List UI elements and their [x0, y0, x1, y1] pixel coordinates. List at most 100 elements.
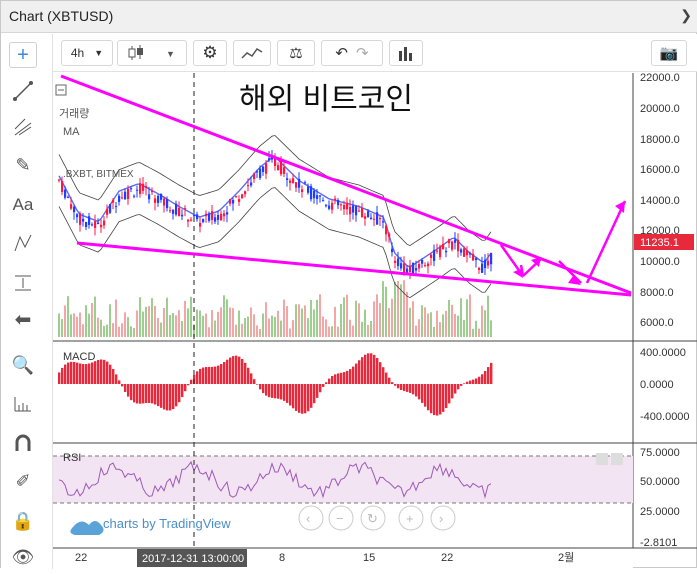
candle	[238, 199, 241, 202]
candle	[154, 198, 157, 203]
volume-bar	[241, 323, 243, 337]
price-tick: 8000.0	[640, 287, 674, 299]
brush-icon[interactable]: ✎	[15, 154, 31, 175]
expand-chevron-icon[interactable]: ❯	[680, 7, 692, 23]
volume-bar	[358, 303, 360, 337]
rsi-tick: 25.0000	[640, 506, 680, 518]
indicators-icon[interactable]	[233, 40, 271, 66]
eye-hide-icon[interactable]: 👁	[11, 546, 35, 567]
candle	[388, 233, 391, 237]
arrow-left-icon[interactable]: ⬅	[14, 308, 32, 331]
macd-bar	[226, 359, 229, 384]
volume-bar	[217, 311, 219, 337]
chart-area[interactable]: 해외 비트코인 거래량 MA .BXBT, BITMEX 22000.0 200…	[53, 72, 697, 569]
scroll-right-icon[interactable]	[430, 505, 456, 531]
crosshair-icon[interactable]: +	[9, 42, 37, 68]
candlesticks	[58, 149, 493, 280]
volume-bar	[121, 323, 123, 337]
volume-bar	[226, 299, 228, 337]
volume-bar	[265, 302, 267, 337]
volume-bar	[130, 326, 132, 337]
trendline-icon[interactable]	[9, 78, 37, 104]
undo-icon[interactable]: ↶	[335, 45, 348, 62]
macd-bar	[64, 364, 67, 384]
candle	[193, 215, 196, 217]
text-tool-icon[interactable]: Aa	[12, 195, 34, 214]
macd-bar	[430, 384, 433, 414]
candle	[67, 196, 70, 198]
macd-bar	[178, 384, 181, 403]
volume-bar	[364, 309, 366, 337]
macd-bar	[262, 384, 265, 394]
volume-bar	[190, 296, 192, 337]
candle	[382, 221, 385, 223]
svg-text:charts by TradingView: charts by TradingView	[103, 516, 231, 531]
macd-bar	[157, 384, 160, 407]
macd-bar	[292, 384, 295, 409]
candle	[445, 250, 448, 253]
candle	[358, 210, 361, 212]
volume-bar	[409, 307, 411, 337]
candle	[271, 156, 274, 160]
macd-tick: -400.0000	[640, 411, 690, 423]
macd-bar	[454, 384, 457, 394]
lock-icon[interactable]: 🔒	[11, 510, 35, 531]
volume-bar	[466, 299, 468, 337]
interval-select[interactable]: 4h ▼	[61, 40, 113, 66]
candle	[181, 214, 184, 217]
candle	[256, 171, 259, 173]
magnet-icon[interactable]	[9, 430, 37, 456]
candle	[307, 186, 310, 193]
volume-bar	[97, 317, 99, 337]
zoom-in-icon[interactable]: 🔍	[11, 354, 35, 375]
zoom-in-icon[interactable]	[398, 505, 424, 531]
pencil-lock-icon[interactable]: ✐	[15, 470, 31, 491]
macd-bar	[274, 384, 277, 399]
macd-bar	[448, 384, 451, 404]
candle	[157, 195, 160, 203]
chart-type-select[interactable]: ▼	[117, 40, 187, 66]
volume-bar	[427, 313, 429, 337]
candle	[250, 182, 253, 186]
macd-bar	[202, 367, 205, 384]
macd-bar	[70, 361, 73, 384]
volume-bar	[367, 324, 369, 337]
macd-bar	[445, 384, 448, 409]
ruler-icon[interactable]	[9, 390, 37, 416]
volume-bars	[58, 280, 492, 337]
pane-up-icon[interactable]	[596, 453, 608, 465]
settings-gear-icon[interactable]: ⚙	[193, 40, 227, 66]
volume-bar	[295, 304, 297, 337]
macd-bar	[181, 384, 184, 398]
candle	[463, 248, 466, 257]
bar-chart-icon[interactable]	[389, 40, 423, 66]
zoom-out-icon[interactable]	[328, 505, 354, 531]
candle	[415, 268, 418, 271]
pattern-icon[interactable]	[9, 230, 37, 256]
pitchfork-icon[interactable]	[9, 114, 37, 140]
macd-bar	[154, 384, 157, 405]
redo-icon[interactable]: ↷	[356, 45, 369, 62]
candle	[229, 199, 232, 204]
macd-bar	[424, 384, 427, 407]
candle	[220, 213, 223, 221]
reset-icon[interactable]	[360, 505, 386, 531]
volume-bar	[172, 313, 174, 337]
candle	[319, 195, 322, 197]
candle	[361, 207, 364, 218]
measure-icon[interactable]	[9, 270, 37, 296]
volume-bar	[406, 291, 408, 337]
rsi-band	[53, 456, 633, 503]
camera-icon[interactable]: 📷	[651, 40, 687, 66]
candle	[139, 183, 142, 194]
compare-scale-icon[interactable]: ⚖	[277, 40, 315, 66]
macd-bar	[115, 374, 118, 384]
volume-bar	[169, 314, 171, 337]
macd-bar	[355, 363, 358, 384]
macd-bar	[133, 384, 136, 403]
candle	[337, 200, 340, 206]
scroll-left-icon[interactable]	[298, 505, 324, 531]
pane-close-icon[interactable]	[611, 453, 623, 465]
volume-bar	[349, 319, 351, 337]
macd-bar	[97, 360, 100, 384]
